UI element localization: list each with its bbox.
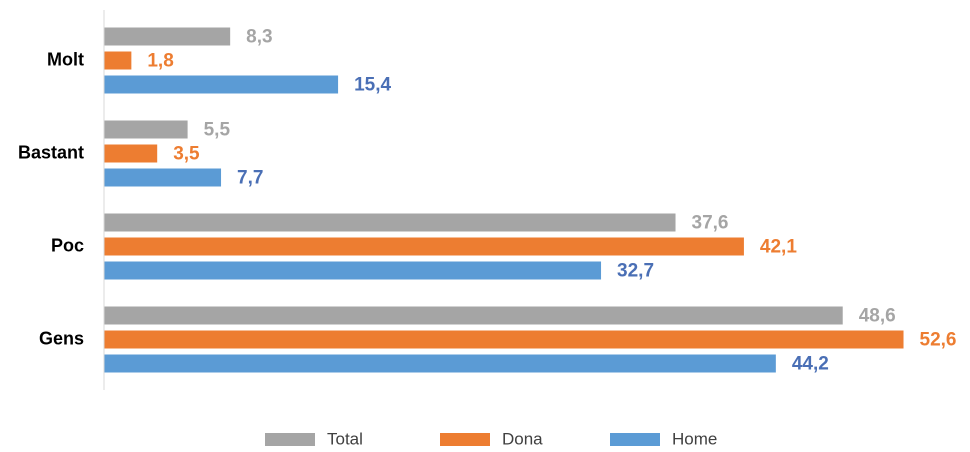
value-label: 37,6 — [692, 213, 729, 234]
bar — [104, 213, 676, 232]
bar — [104, 27, 231, 46]
bar — [104, 354, 776, 373]
category-label: Bastant — [18, 142, 84, 162]
category-label: Gens — [39, 328, 84, 348]
value-label: 48,6 — [859, 306, 896, 327]
value-label: 52,6 — [920, 330, 957, 351]
value-label: 15,4 — [354, 75, 391, 96]
bar — [104, 75, 339, 94]
value-label: 32,7 — [617, 261, 654, 282]
value-label: 42,1 — [760, 237, 797, 258]
bar — [104, 261, 602, 280]
value-label: 44,2 — [792, 354, 829, 375]
category-label: Molt — [47, 49, 84, 69]
legend-swatch — [610, 433, 660, 446]
bar — [104, 330, 904, 349]
legend-label: Total — [327, 429, 363, 448]
value-label: 5,5 — [204, 120, 231, 141]
bar — [104, 306, 843, 325]
bar — [104, 237, 744, 256]
category-label: Poc — [51, 235, 84, 255]
value-label: 8,3 — [246, 27, 272, 48]
bar — [104, 168, 222, 187]
legend-label: Home — [672, 429, 717, 448]
legend-swatch — [440, 433, 490, 446]
bar — [104, 120, 188, 139]
value-label: 7,7 — [237, 168, 263, 189]
legend-swatch — [265, 433, 315, 446]
value-label: 1,8 — [147, 51, 173, 72]
bar — [104, 51, 132, 70]
bar — [104, 144, 158, 163]
value-label: 3,5 — [173, 144, 200, 165]
legend-label: Dona — [502, 429, 543, 448]
